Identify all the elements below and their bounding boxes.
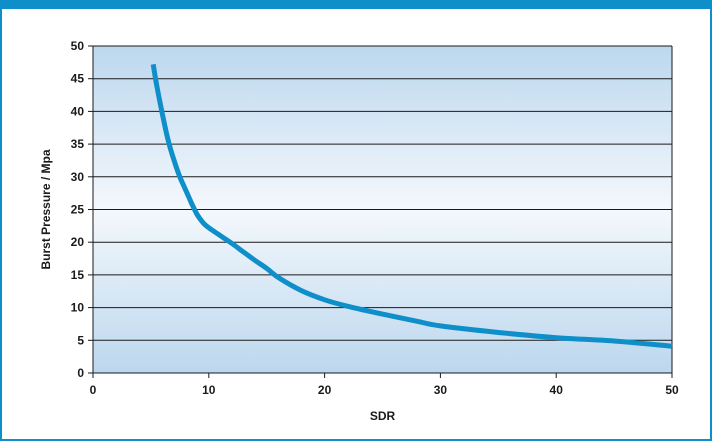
x-tick-label: 30 [434, 383, 448, 397]
y-tick-label: 15 [71, 268, 85, 282]
y-tick-label: 45 [71, 72, 85, 86]
y-tick-label: 5 [77, 333, 84, 347]
x-axis-label: SDR [370, 409, 396, 423]
tick-labels: 0 5 10 15 20 25 30 35 40 45 50 0 10 20 30 40 50 [71, 39, 679, 397]
y-tick-label: 35 [71, 137, 85, 151]
y-tick-label: 40 [71, 104, 85, 118]
y-tick-label: 20 [71, 235, 85, 249]
series-group [150, 63, 673, 349]
y-tick-label: 0 [77, 366, 84, 380]
series-line [150, 63, 673, 349]
grid-lines [93, 45, 672, 341]
x-tick-label: 10 [202, 383, 216, 397]
y-tick-label: 30 [71, 170, 85, 184]
x-tick-label: 40 [550, 383, 564, 397]
x-tick-label: 20 [318, 383, 332, 397]
y-tick-label: 25 [71, 203, 85, 217]
y-tick-label: 50 [71, 39, 85, 53]
y-axis-label: Burst Pressure / Mpa [39, 149, 53, 269]
x-tick-label: 50 [665, 383, 679, 397]
x-tick-label: 0 [90, 383, 97, 397]
y-tick-label: 10 [71, 301, 85, 315]
